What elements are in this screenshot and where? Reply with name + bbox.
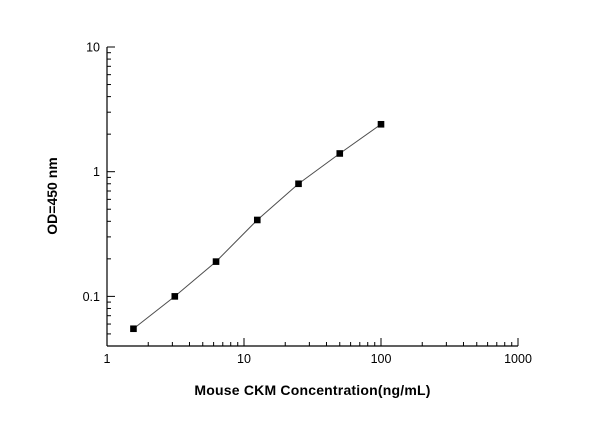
x-tick-label: 1000 (504, 352, 532, 366)
data-point-marker (295, 180, 302, 188)
data-point-marker (253, 216, 261, 224)
data-point-marker (336, 150, 344, 157)
x-tick-label: 1 (104, 352, 111, 366)
data-point-marker (212, 258, 220, 265)
data-point-marker (171, 293, 179, 300)
x-tick-label: 100 (371, 352, 392, 366)
x-axis-title: Mouse CKM Concentration(ng/mL) (194, 382, 431, 398)
y-tick-label: 0.1 (83, 290, 100, 304)
y-tick-label: 10 (86, 41, 100, 55)
x-tick-label: 10 (237, 352, 251, 366)
data-point-marker (130, 325, 137, 333)
data-point-marker (377, 120, 385, 128)
series-line (133, 123, 382, 330)
y-axis-title: OD=450 nm (44, 157, 60, 235)
y-tick-label: 1 (93, 165, 100, 179)
